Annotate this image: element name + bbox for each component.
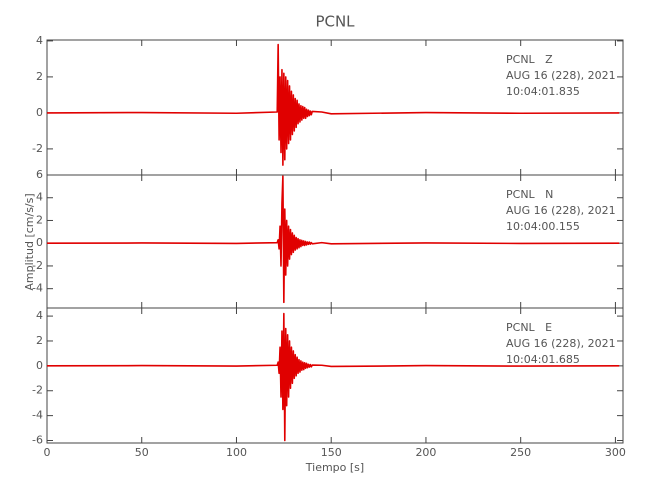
y-tick-label: -4 — [32, 409, 43, 422]
x-axis-label: Tiempo [s] — [305, 461, 364, 474]
chart-title: PCNL — [315, 13, 355, 31]
station-annotation: 10:04:01.835 — [506, 85, 580, 98]
x-tick-label: 300 — [605, 446, 626, 459]
station-annotation: AUG 16 (228), 2021 — [506, 204, 616, 217]
y-tick-label: 2 — [36, 213, 43, 226]
y-tick-label: 4 — [36, 309, 43, 322]
y-tick-label: 0 — [36, 236, 43, 249]
station-annotation: PCNL Z — [506, 53, 553, 66]
y-tick-label: 4 — [36, 191, 43, 204]
x-tick-label: 250 — [510, 446, 531, 459]
x-tick-label: 200 — [415, 446, 436, 459]
y-tick-label: -2 — [32, 259, 43, 272]
y-tick-label: 0 — [36, 359, 43, 372]
station-annotation: AUG 16 (228), 2021 — [506, 69, 616, 82]
station-annotation: AUG 16 (228), 2021 — [506, 337, 616, 350]
y-tick-label: 2 — [36, 334, 43, 347]
y-tick-label: 0 — [36, 106, 43, 119]
waveform — [46, 175, 620, 304]
panel-frame — [46, 307, 624, 444]
station-annotation: PCNL N — [506, 188, 553, 201]
waveform — [46, 312, 620, 442]
y-tick-label: 4 — [36, 34, 43, 47]
y-tick-label: -6 — [32, 434, 43, 447]
x-tick-label: 100 — [226, 446, 247, 459]
station-annotation: 10:04:01.685 — [506, 353, 580, 366]
x-tick-label: 0 — [44, 446, 51, 459]
x-tick-label: 150 — [321, 446, 342, 459]
y-axis-label: Amplitud [cm/s/s] — [23, 193, 36, 290]
y-tick-label: -2 — [32, 384, 43, 397]
y-tick-label: -2 — [32, 142, 43, 155]
station-annotation: PCNL E — [506, 321, 552, 334]
x-tick-label: 50 — [135, 446, 149, 459]
y-tick-label: 6 — [36, 168, 43, 181]
station-annotation: 10:04:00.155 — [506, 220, 580, 233]
waveform — [46, 43, 620, 166]
y-tick-label: -4 — [32, 282, 43, 295]
y-tick-label: 2 — [36, 70, 43, 83]
